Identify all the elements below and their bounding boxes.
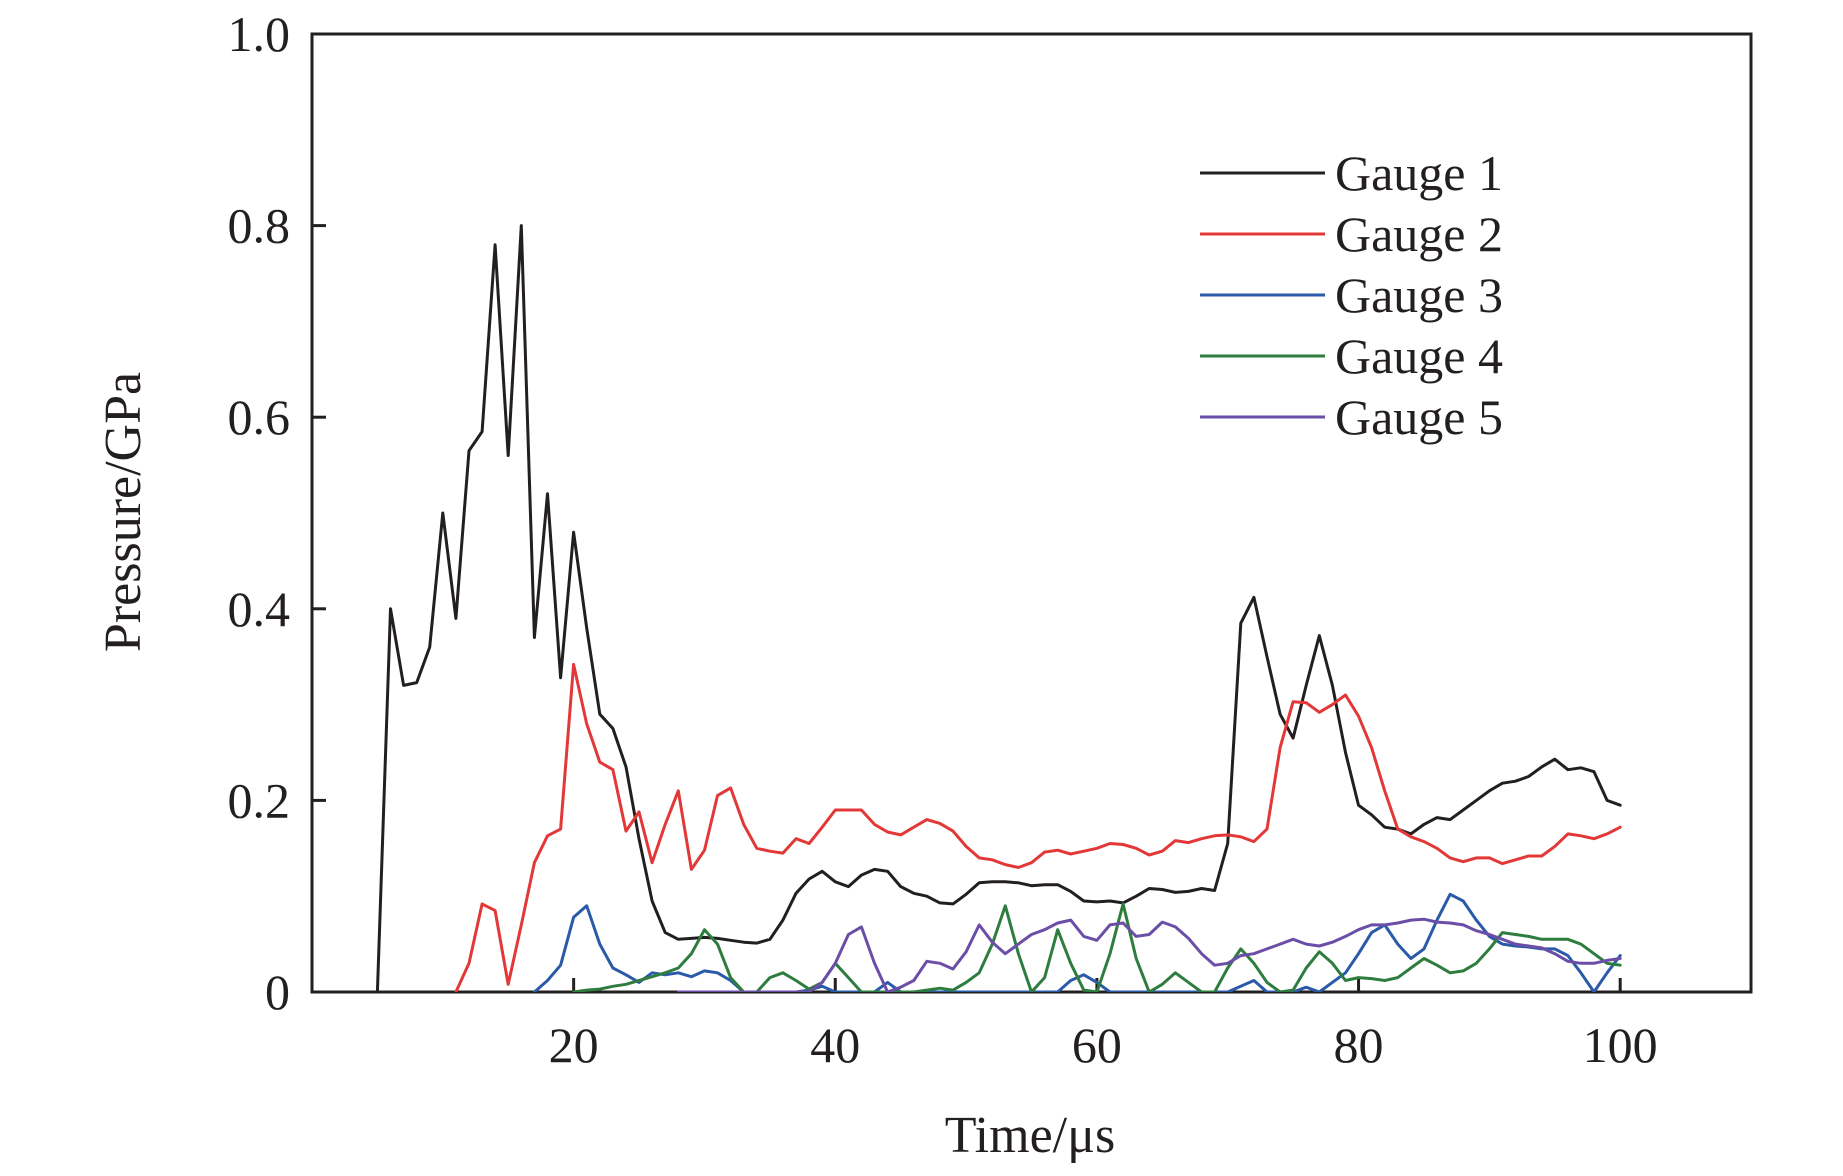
- series-line-gauge-4: [572, 902, 1622, 992]
- plot-frame: [310, 32, 1753, 994]
- series-line-gauge-2: [454, 662, 1622, 992]
- x-tick-label: 40: [810, 1017, 860, 1073]
- series-line-gauge-5: [676, 917, 1622, 992]
- legend-label-gauge-3: Gauge 3: [1335, 267, 1503, 323]
- series-line-gauge-3: [532, 892, 1622, 992]
- legend-label-gauge-5: Gauge 5: [1335, 389, 1503, 445]
- y-tick-label: 1.0: [228, 6, 291, 62]
- y-tick-label: 0.4: [228, 581, 291, 637]
- x-axis-label: Time/μs: [945, 1107, 1115, 1164]
- x-tick-label: 20: [549, 1017, 599, 1073]
- y-tick-label: 0.8: [228, 198, 291, 254]
- y-axis-label: Pressure/GPa: [95, 372, 152, 652]
- x-tick-label: 60: [1072, 1017, 1122, 1073]
- series-line-gauge-1: [375, 224, 1622, 992]
- legend-label-gauge-4: Gauge 4: [1335, 328, 1503, 384]
- y-tick-label: 0: [265, 964, 290, 1020]
- x-tick-label: 100: [1583, 1017, 1658, 1073]
- x-tick-label: 80: [1334, 1017, 1384, 1073]
- y-tick-label: 0.2: [228, 772, 291, 828]
- legend-label-gauge-2: Gauge 2: [1335, 206, 1503, 262]
- legend-label-gauge-1: Gauge 1: [1335, 145, 1503, 201]
- y-axis: 0 0.2 0.4 0.6 0.8 1.0: [228, 6, 326, 1020]
- x-axis: 20 40 60 80 100: [549, 978, 1658, 1073]
- y-tick-label: 0.6: [228, 389, 291, 445]
- series-lines: [375, 224, 1622, 992]
